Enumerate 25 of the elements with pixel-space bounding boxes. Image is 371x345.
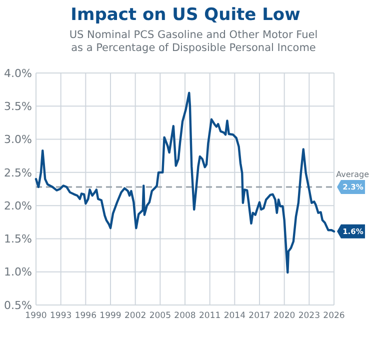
x-tick-label: 1990 bbox=[25, 311, 47, 321]
chart-title: Impact on US Quite Low bbox=[70, 5, 301, 25]
x-tick-label: 1993 bbox=[50, 311, 72, 321]
chart-subtitle: US Nominal PCS Gasoline and Other Motor Fuel as a Percentage of Disposible Personal Income bbox=[69, 29, 318, 54]
ref-line-label: Average bbox=[336, 170, 370, 180]
x-tick-label: 2008 bbox=[174, 311, 196, 321]
x-tick-label: 2026 bbox=[323, 311, 345, 321]
x-tick-label: 2023 bbox=[298, 311, 320, 321]
x-tick-label: 2014 bbox=[224, 311, 246, 321]
y-tick-label: 1.5% bbox=[4, 232, 32, 246]
y-tick-label: 3.5% bbox=[4, 100, 32, 113]
x-tick-label: 2002 bbox=[124, 311, 146, 321]
y-tick-label: 2.0% bbox=[4, 199, 32, 212]
y-tick-label: 4.0% bbox=[4, 66, 32, 80]
x-tick-label: 2020 bbox=[274, 311, 296, 321]
y-tick-label: 3.0% bbox=[4, 133, 32, 146]
line-series bbox=[34, 92, 336, 274]
x-tick-label: 1996 bbox=[74, 311, 96, 321]
x-tick-label: 1999 bbox=[100, 311, 122, 321]
x-tick-label: 2005 bbox=[149, 311, 171, 321]
x-tick-label: 2011 bbox=[199, 311, 221, 321]
y-tick-label: 1.0% bbox=[4, 266, 32, 279]
y-tick-label: 0.5% bbox=[4, 298, 32, 312]
y-tick-label: 2.5% bbox=[4, 166, 32, 180]
x-tick-label: 2017 bbox=[248, 311, 270, 321]
